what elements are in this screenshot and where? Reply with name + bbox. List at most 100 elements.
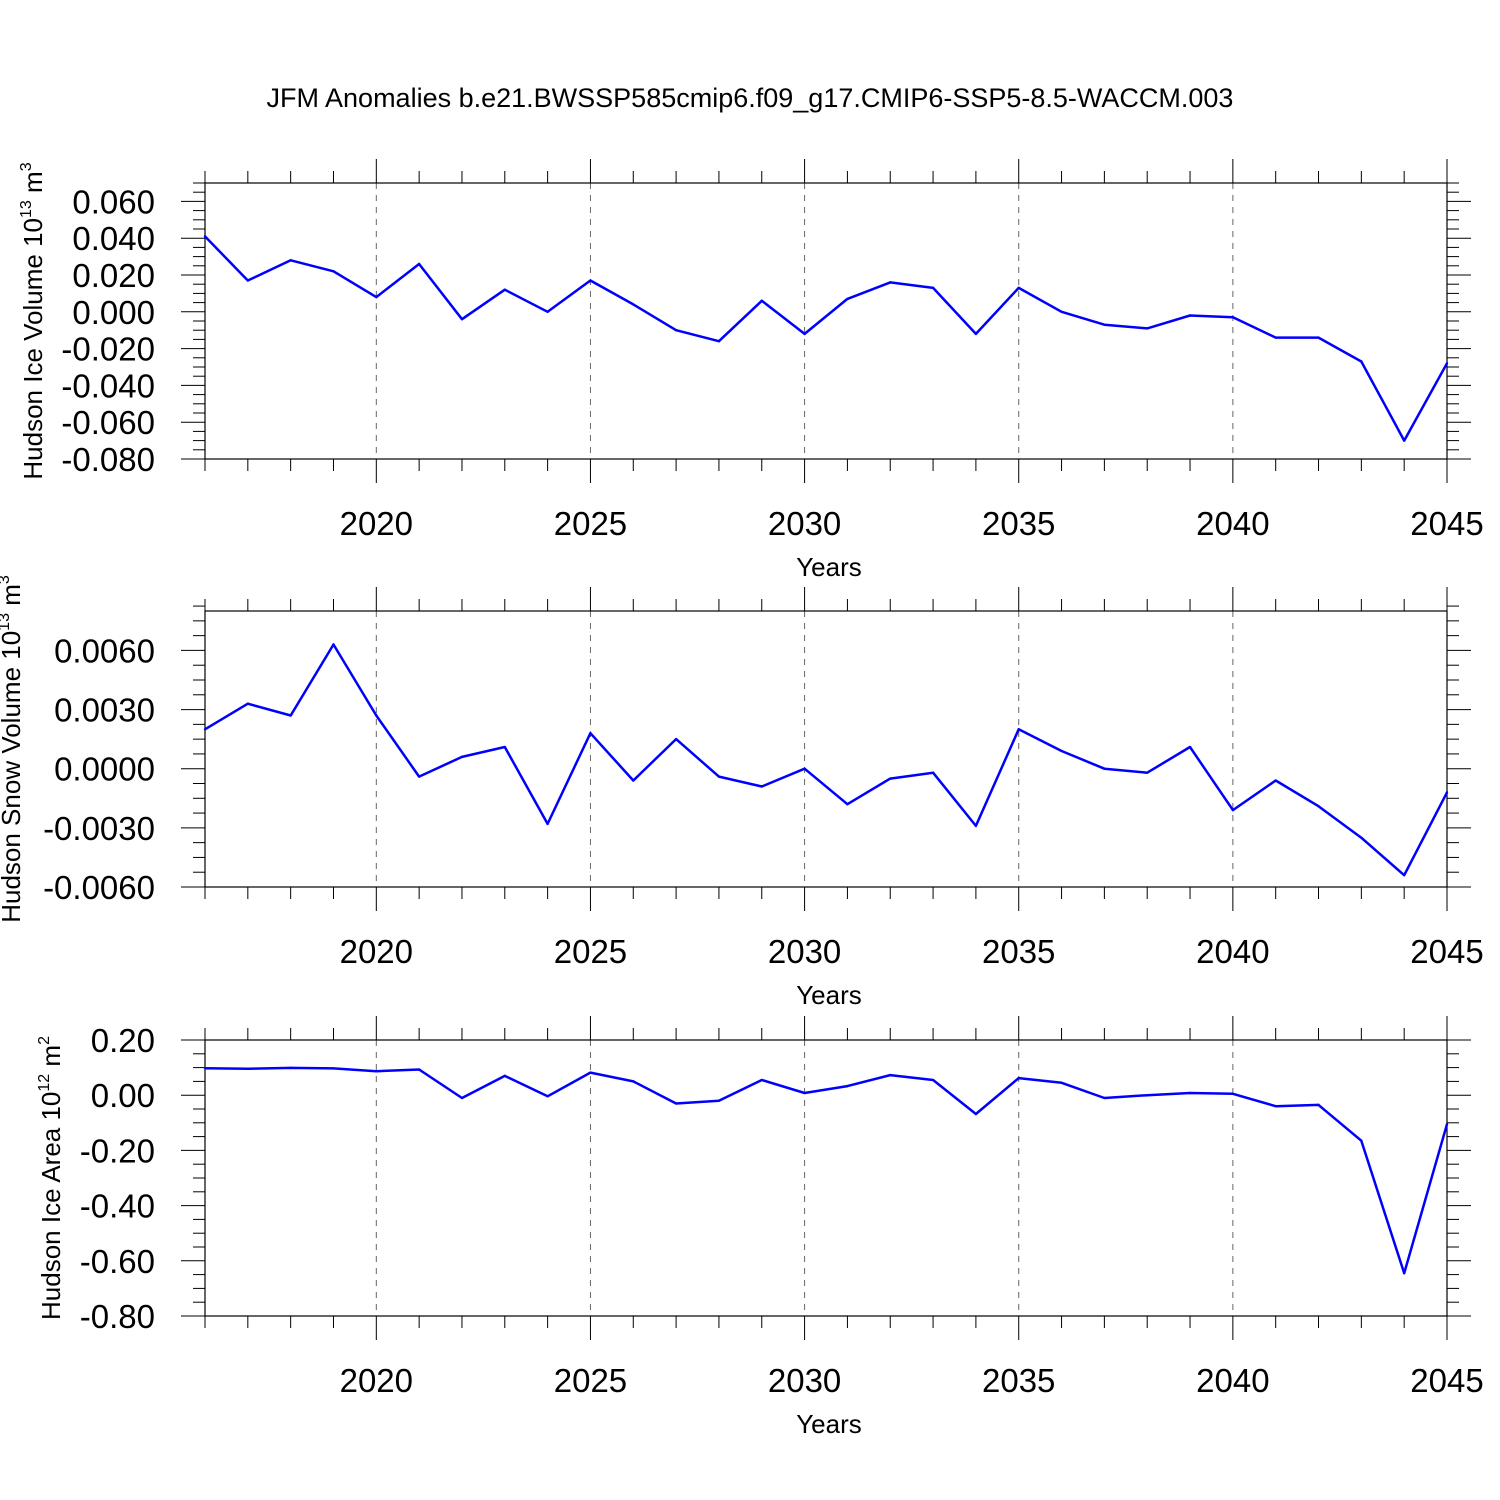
y-tick-label: -0.20: [80, 1132, 155, 1169]
data-point: [1274, 1105, 1277, 1108]
data-point: [1445, 791, 1449, 794]
y-axis-title: Hudson Ice Area 1012 m2: [36, 1036, 66, 1320]
chart-panel-3: 0.20 0.00 -0.20 -0.40 -0.60 -0.80 2020 2025 2030…: [36, 1016, 1484, 1439]
data-point: [1360, 836, 1363, 839]
plot-frame: [204, 182, 1448, 460]
data-point: [974, 1112, 978, 1116]
data-point: [1103, 323, 1106, 326]
data-point: [589, 732, 592, 735]
y-axis-title: Hudson Snow Volume 1013 m3: [0, 575, 26, 923]
x-tick-label: 2040: [1196, 933, 1269, 970]
data-point: [546, 1095, 549, 1098]
data-point: [760, 1078, 763, 1082]
data-point: [1317, 336, 1320, 339]
y-axis-unit: m: [18, 171, 48, 200]
data-point: [974, 332, 978, 336]
x-tick-label: 2045: [1410, 933, 1483, 970]
y-tick-label: 0.0000: [54, 751, 155, 788]
data-point: [1274, 779, 1277, 782]
y-tick-label: 0.20: [91, 1022, 155, 1059]
data-point: [332, 270, 335, 273]
y-axis-unit-exponent: 13: [18, 200, 35, 218]
data-point: [674, 737, 678, 741]
data-point: [503, 1074, 506, 1078]
data-point: [246, 279, 250, 282]
y-axis-label-text: Hudson Ice Area 10: [36, 1092, 66, 1320]
y-axis-unit-power: 3: [18, 162, 35, 171]
x-axis-title: Years: [796, 980, 862, 1010]
data-point: [1402, 439, 1406, 442]
data-point: [632, 303, 635, 306]
y-tick-label: -0.060: [61, 404, 155, 441]
data-point: [546, 310, 549, 313]
x-tick-label: 2025: [554, 1362, 627, 1399]
data-point: [332, 1067, 335, 1070]
data-point: [375, 714, 378, 717]
y-tick-label: 0.040: [72, 220, 155, 257]
data-point: [846, 1084, 849, 1088]
data-point: [717, 775, 721, 778]
data-point: [1317, 804, 1320, 808]
y-tick-label: -0.60: [80, 1243, 155, 1280]
data-point: [246, 702, 250, 705]
data-point: [1231, 808, 1235, 812]
data-point: [931, 1078, 935, 1082]
data-point: [460, 1096, 464, 1100]
data-point: [760, 299, 763, 302]
data-point: [889, 1073, 892, 1077]
x-axis-title: Years: [796, 1409, 862, 1439]
data-point: [889, 281, 892, 284]
data-point: [1360, 360, 1363, 363]
data-point: [1188, 1091, 1192, 1095]
x-tick-label: 2030: [768, 1362, 841, 1399]
data-point: [1231, 316, 1235, 319]
y-axis-unit: m: [36, 1045, 66, 1074]
data-point: [332, 643, 335, 646]
data-point: [1231, 1092, 1235, 1096]
data-point: [1146, 771, 1149, 774]
y-tick-label: 0.0060: [54, 632, 155, 669]
data-point: [417, 775, 421, 778]
x-tick-label: 2025: [554, 933, 627, 970]
x-tick-label: 2045: [1410, 505, 1483, 542]
data-point: [803, 767, 806, 770]
data-point: [1017, 728, 1020, 731]
data-point: [974, 824, 978, 828]
data-point: [803, 332, 806, 336]
data-point: [1445, 1122, 1449, 1126]
y-tick-label: 0.00: [91, 1077, 155, 1114]
data-point: [503, 745, 506, 749]
data-point: [1445, 362, 1449, 365]
y-tick-label: -0.020: [61, 331, 155, 368]
y-tick-label: 0.0030: [54, 692, 155, 729]
x-tick-label: 2020: [340, 933, 413, 970]
y-tick-label: -0.040: [61, 367, 155, 404]
data-point: [717, 340, 721, 343]
y-axis-unit-exponent: 12: [36, 1074, 53, 1092]
data-point: [760, 785, 763, 788]
y-axis-label-text: Hudson Snow Volume 10: [0, 631, 26, 923]
x-tick-label: 2045: [1410, 1362, 1483, 1399]
data-point: [1060, 310, 1063, 313]
data-point: [1274, 336, 1277, 339]
data-point: [503, 288, 506, 291]
data-point: [246, 1067, 250, 1070]
data-point: [1402, 1272, 1406, 1275]
data-point: [460, 317, 464, 321]
chart-panel-1: 0.0600.0400.0200.000-0.020-0.040-0.060-0…: [18, 159, 1484, 582]
data-point: [1103, 767, 1106, 770]
x-tick-label: 2030: [768, 505, 841, 542]
data-point: [632, 779, 635, 782]
y-tick-label: -0.080: [61, 441, 155, 478]
data-point: [1188, 745, 1192, 749]
data-point: [1146, 327, 1149, 330]
series-line: [204, 643, 1449, 877]
data-point: [375, 1069, 378, 1073]
data-point: [1317, 1103, 1320, 1107]
data-point: [1017, 1076, 1020, 1080]
series-line: [204, 235, 1449, 442]
data-point: [203, 1066, 207, 1070]
x-tick-label: 2035: [982, 1362, 1055, 1399]
y-tick-label: 0.000: [72, 294, 155, 331]
data-point: [803, 1091, 806, 1095]
